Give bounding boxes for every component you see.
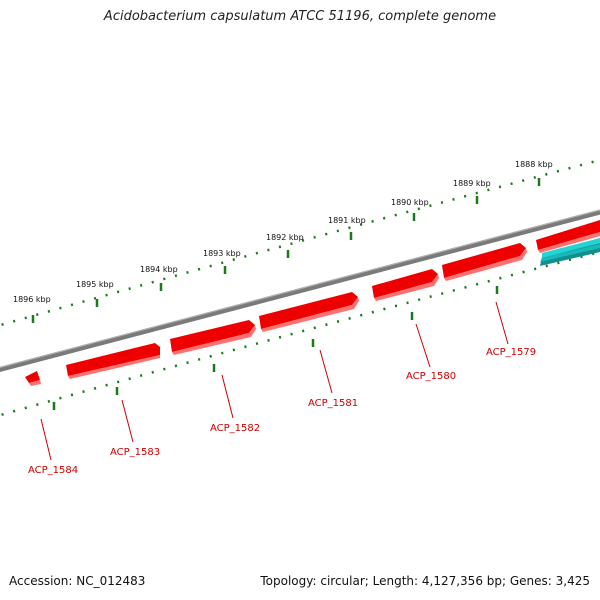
tick-label: 1891 kbp bbox=[328, 216, 366, 225]
inner-tick-ring bbox=[0, 250, 600, 417]
connector-acp-1583 bbox=[121, 399, 134, 443]
topology-text: Topology: circular; Length: 4,127,356 bp… bbox=[260, 574, 590, 588]
gene-label: ACP_1582 bbox=[210, 423, 260, 434]
gene-arrow-acp-1579 bbox=[442, 243, 527, 281]
tick-label: 1895 kbp bbox=[76, 280, 114, 289]
tick-label: 1890 kbp bbox=[391, 198, 429, 207]
gene-arrow-acp-1582 bbox=[170, 320, 256, 355]
tick-label: 1888 kbp bbox=[515, 160, 553, 169]
gene-label: ACP_1584 bbox=[28, 465, 78, 476]
outer-tick-ring bbox=[0, 158, 600, 327]
gene-label: ACP_1583 bbox=[110, 447, 160, 458]
inner-major-ticks bbox=[52, 286, 499, 410]
tick-label: 1893 kbp bbox=[203, 249, 241, 258]
connector-acp-1582 bbox=[221, 374, 234, 419]
gene-arrow-acp-1583 bbox=[66, 343, 160, 379]
map-title: Acidobacterium capsulatum ATCC 51196, co… bbox=[103, 9, 497, 24]
tick-label: 1896 kbp bbox=[13, 295, 51, 304]
tick-label: 1892 kbp bbox=[266, 233, 304, 242]
reverse-gene-feature bbox=[540, 238, 600, 266]
gene-label: ACP_1580 bbox=[406, 371, 456, 382]
gene-label: ACP_1581 bbox=[308, 398, 358, 409]
gene-arrow-acp-1584 bbox=[25, 371, 41, 386]
connector-acp-1584 bbox=[40, 418, 52, 461]
gene-arrow-acp-1581 bbox=[259, 292, 359, 332]
connector-acp-1579 bbox=[495, 301, 509, 345]
genome-backbone bbox=[0, 209, 600, 372]
tick-label: 1889 kbp bbox=[453, 179, 491, 188]
gene-arrow-acp-1580 bbox=[372, 269, 439, 301]
tick-label: 1894 kbp bbox=[140, 265, 178, 274]
label-connectors bbox=[40, 301, 509, 461]
gene-arrow-right-edge bbox=[536, 220, 600, 253]
connector-acp-1581 bbox=[319, 349, 333, 394]
genome-backbone-highlight bbox=[0, 209, 600, 368]
accession-text: Accession: NC_012483 bbox=[9, 574, 146, 588]
connector-acp-1580 bbox=[415, 323, 431, 368]
outer-major-ticks bbox=[31, 178, 541, 323]
gene-label: ACP_1579 bbox=[486, 347, 536, 358]
